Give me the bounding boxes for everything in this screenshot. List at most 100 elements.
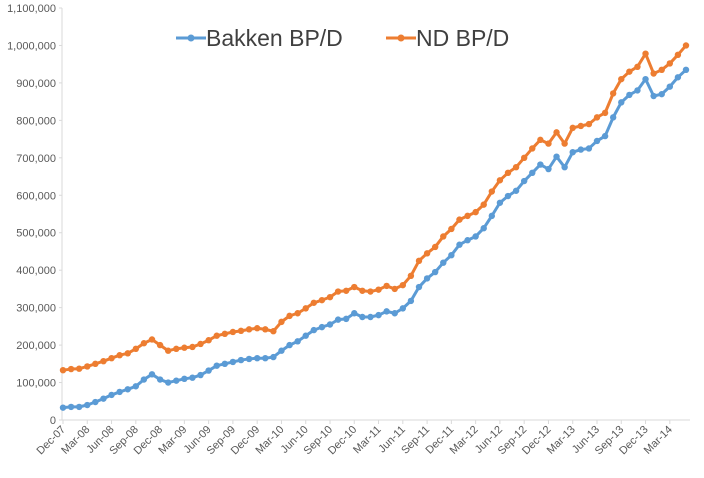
point	[270, 353, 277, 361]
point	[213, 332, 220, 339]
y-tick-label: 200,000	[16, 340, 56, 352]
point	[569, 149, 576, 156]
point	[108, 355, 115, 362]
point	[253, 355, 261, 362]
point	[399, 305, 407, 312]
point	[189, 374, 196, 381]
point	[561, 140, 568, 147]
point	[520, 177, 528, 185]
point	[270, 328, 277, 335]
y-tick-label: 100,000	[16, 378, 56, 390]
point	[618, 75, 625, 83]
point	[213, 362, 220, 369]
point	[601, 132, 609, 140]
point	[67, 365, 75, 373]
y-tick-label: 500,000	[16, 228, 56, 240]
point	[545, 165, 552, 173]
point	[181, 375, 188, 382]
point	[391, 285, 398, 293]
point	[448, 225, 455, 233]
point	[407, 272, 415, 279]
point	[205, 337, 212, 344]
point	[537, 161, 544, 168]
point	[318, 323, 326, 331]
point	[116, 388, 123, 396]
point	[164, 379, 172, 386]
point	[682, 42, 690, 49]
point	[601, 109, 609, 117]
y-tick-label: 600,000	[16, 190, 56, 202]
point	[59, 404, 67, 411]
point	[431, 243, 439, 251]
point	[124, 350, 131, 357]
point	[197, 371, 204, 379]
point	[674, 74, 682, 81]
point	[512, 187, 520, 194]
point	[294, 338, 301, 345]
point	[245, 355, 253, 363]
point	[310, 299, 318, 306]
point	[286, 341, 293, 349]
point	[431, 268, 439, 276]
point	[666, 60, 674, 67]
point	[197, 340, 204, 348]
point	[553, 153, 560, 160]
point	[585, 120, 593, 128]
point	[634, 87, 641, 94]
point	[504, 192, 512, 200]
point	[310, 326, 318, 334]
point	[440, 233, 447, 240]
legend-text: Bakken BP/D	[206, 25, 343, 51]
y-tick-label: 900,000	[16, 78, 56, 90]
point	[383, 282, 390, 290]
point	[326, 321, 334, 328]
point	[545, 140, 552, 147]
point	[359, 313, 366, 321]
point	[585, 145, 593, 152]
x-tick-label: Mar-11	[351, 424, 384, 457]
point	[278, 347, 285, 354]
point	[108, 391, 115, 399]
point	[618, 99, 625, 106]
point	[189, 343, 196, 351]
point	[84, 363, 91, 370]
point	[658, 66, 665, 74]
point	[391, 310, 398, 317]
point	[262, 326, 269, 333]
point	[609, 114, 617, 121]
point	[156, 376, 164, 383]
point	[496, 177, 504, 184]
point	[537, 136, 544, 144]
point	[342, 315, 350, 323]
point	[674, 51, 682, 59]
point	[472, 208, 479, 216]
point	[577, 122, 585, 130]
point	[642, 75, 649, 83]
point	[156, 341, 164, 349]
point	[367, 288, 374, 295]
point	[351, 283, 358, 291]
point	[359, 287, 366, 294]
point	[650, 92, 657, 100]
point	[229, 328, 237, 336]
point	[569, 124, 576, 132]
point	[415, 257, 423, 265]
point	[383, 308, 390, 315]
point	[286, 312, 293, 320]
point	[221, 360, 229, 368]
point	[278, 318, 285, 326]
point	[480, 225, 487, 232]
point	[423, 250, 431, 257]
point	[553, 129, 560, 136]
point	[342, 287, 350, 294]
point	[496, 199, 504, 206]
point	[456, 216, 463, 223]
legend-marker	[187, 34, 195, 42]
series-line	[62, 44, 688, 372]
point	[164, 347, 172, 354]
point	[334, 288, 342, 295]
point	[512, 163, 520, 171]
point	[561, 163, 568, 171]
point	[593, 114, 601, 121]
point	[173, 377, 180, 384]
